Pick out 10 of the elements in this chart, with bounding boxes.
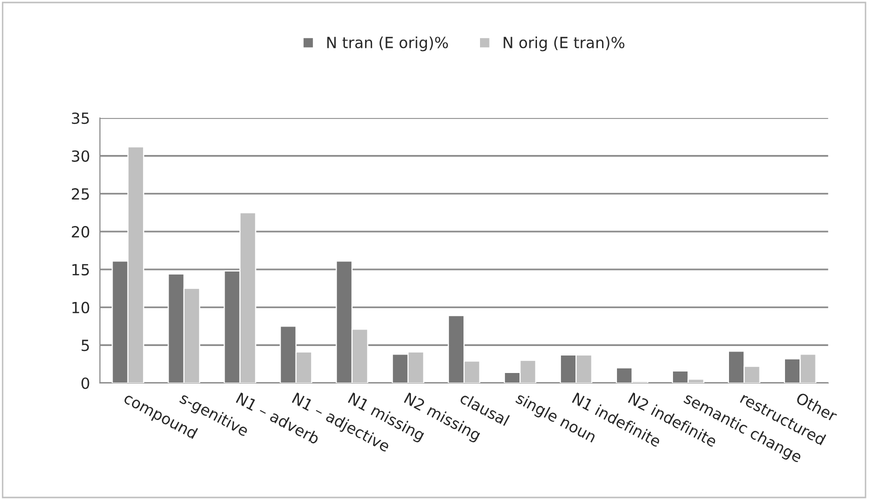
legend-label: N tran (E orig)% bbox=[327, 36, 448, 52]
legend-label: N orig (E tran)% bbox=[504, 36, 624, 52]
y-tick-label: 15 bbox=[72, 264, 89, 276]
y-tick-label: 20 bbox=[72, 226, 90, 238]
y-tick-label: 25 bbox=[72, 188, 89, 200]
y-tick-label: 5 bbox=[82, 340, 89, 352]
y-tick-label: 35 bbox=[72, 112, 89, 124]
y-tick-label: 30 bbox=[72, 150, 90, 162]
y-tick-label: 10 bbox=[72, 302, 90, 314]
y-tick-label: 0 bbox=[82, 377, 90, 390]
